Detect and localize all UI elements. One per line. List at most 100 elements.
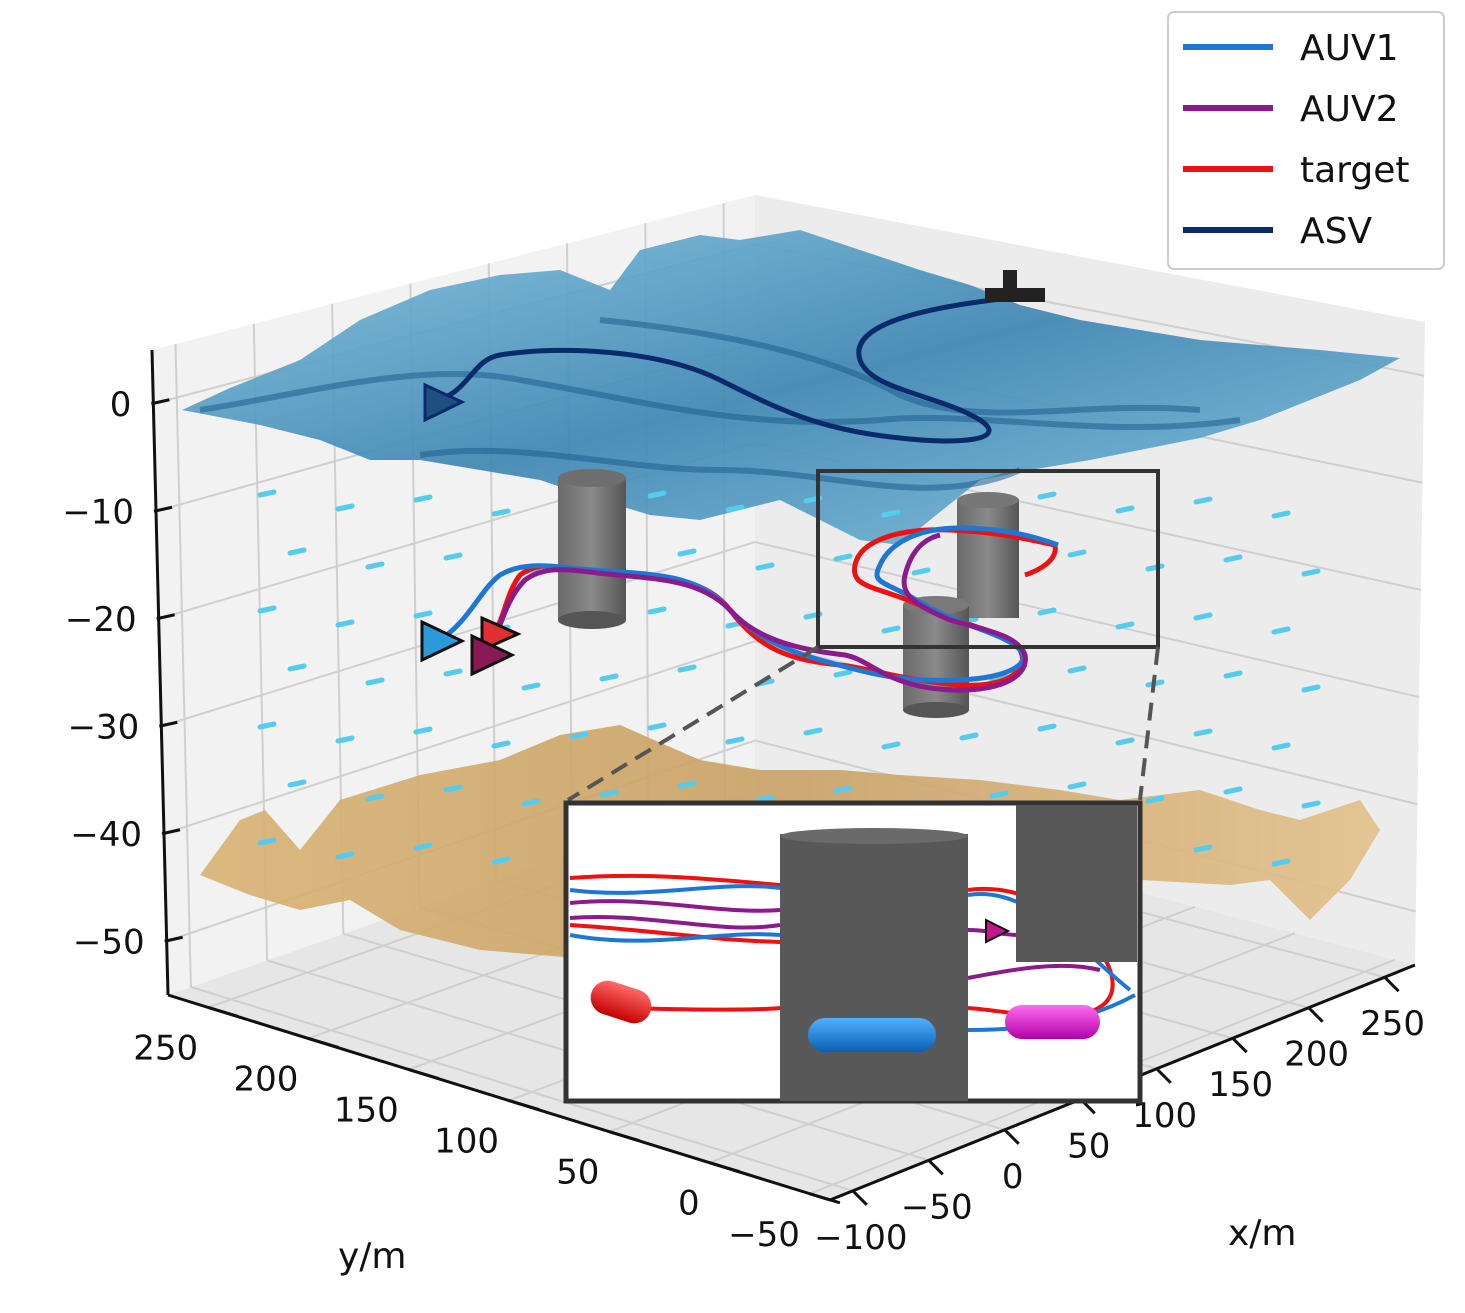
legend-label-target: target xyxy=(1300,150,1409,191)
surface-ridges xyxy=(199,317,1241,491)
grid-z-left-3 xyxy=(161,541,756,728)
inset-auv2-path xyxy=(569,899,1101,980)
current-arrow-54 xyxy=(1223,670,1243,679)
x-tick-6 xyxy=(1307,1006,1324,1023)
current-arrow-80 xyxy=(1067,781,1087,790)
y-tick-0 xyxy=(207,1005,239,1018)
y-tick-3 xyxy=(508,1099,540,1112)
z-tick-label-5: −50 xyxy=(73,922,145,962)
x-tick-label-0: −100 xyxy=(814,1218,907,1258)
current-arrow-8 xyxy=(881,509,901,518)
current-arrow-62 xyxy=(725,736,745,745)
current-arrow-39 xyxy=(1115,621,1135,630)
y-tick-1 xyxy=(307,1037,339,1049)
zoom-connector-left xyxy=(566,645,820,802)
auv1-start-marker xyxy=(420,619,466,663)
z-tick-label-2: −20 xyxy=(65,600,137,640)
z-tick-2 xyxy=(156,613,175,621)
current-arrow-12 xyxy=(1193,496,1213,505)
legend-label-asv: ASV xyxy=(1300,211,1372,252)
current-arrow-38 xyxy=(1037,607,1057,616)
ocean-surface xyxy=(182,230,1400,545)
x-tick-7 xyxy=(1383,976,1400,993)
current-arrow-5 xyxy=(647,490,667,499)
z-tick-3 xyxy=(159,720,178,728)
current-arrow-19 xyxy=(677,548,697,557)
x-tick-label-2: 0 xyxy=(1002,1157,1024,1197)
series-asv-path xyxy=(429,295,1011,444)
current-arrow-36 xyxy=(881,625,901,634)
z-tick-label-3: −30 xyxy=(68,707,140,747)
x-tick-4 xyxy=(1155,1067,1172,1084)
current-arrow-29 xyxy=(335,619,355,628)
current-arrow-22 xyxy=(911,567,931,576)
current-arrow-75 xyxy=(677,780,697,789)
zoom-region-box xyxy=(816,469,1160,649)
current-arrow-20 xyxy=(755,562,775,571)
current-arrow-58 xyxy=(413,726,433,735)
current-arrow-72 xyxy=(443,784,463,793)
obstacle-cylinder-1 xyxy=(558,469,626,629)
y-tick-4 xyxy=(608,1130,640,1143)
current-arrow-15 xyxy=(365,561,385,570)
x-tick-0 xyxy=(851,1189,868,1206)
inset-target-path xyxy=(569,873,1115,1019)
current-arrow-65 xyxy=(959,732,979,741)
grid-z-right-3 xyxy=(754,541,1420,699)
obstacle-cylinder-2 xyxy=(957,492,1019,618)
current-arrow-67 xyxy=(1115,737,1135,746)
current-arrow-86 xyxy=(413,842,433,851)
y-tick-6 xyxy=(809,1192,841,1205)
z-tick-4 xyxy=(161,828,181,836)
current-arrow-11 xyxy=(1115,505,1135,514)
current-arrow-52 xyxy=(1067,665,1087,674)
y-tick-label-2: 150 xyxy=(334,1091,399,1131)
current-arrow-56 xyxy=(257,721,277,730)
grid-x-floor-0 xyxy=(190,986,854,1192)
current-arrow-45 xyxy=(521,682,541,691)
current-arrow-63 xyxy=(803,727,823,736)
current-arrow-2 xyxy=(413,494,433,503)
z-tick-1 xyxy=(153,505,173,513)
inset-obstacle-1 xyxy=(780,834,968,1101)
current-arrow-49 xyxy=(833,669,853,678)
current-arrow-42 xyxy=(287,663,307,672)
current-arrow-14 xyxy=(287,547,307,556)
inset-auv1-body xyxy=(808,1018,936,1052)
x-tick-label-3: 50 xyxy=(1067,1126,1110,1166)
current-arrow-47 xyxy=(677,664,697,673)
inset-obstacle-2 xyxy=(1016,805,1137,962)
current-arrow-10 xyxy=(1037,491,1057,500)
x-tick-2 xyxy=(1003,1128,1020,1145)
current-arrow-30 xyxy=(413,610,433,619)
current-arrow-77 xyxy=(833,785,853,794)
current-arrow-1 xyxy=(335,503,355,512)
y-tick-5 xyxy=(709,1161,741,1174)
current-arrow-68 xyxy=(1193,728,1213,737)
current-arrow-85 xyxy=(335,851,355,860)
x-tick-5 xyxy=(1231,1037,1248,1054)
current-arrow-55 xyxy=(1301,684,1321,693)
current-arrow-59 xyxy=(491,740,511,749)
y-tick-label-3: 100 xyxy=(434,1122,499,1162)
current-arrow-0 xyxy=(257,489,277,498)
current-arrow-33 xyxy=(647,606,667,615)
y-tick-label-0: 250 xyxy=(133,1028,198,1068)
auv2-start-marker xyxy=(470,633,516,677)
y-tick-label-6: −50 xyxy=(728,1215,800,1255)
z-tick-label-0: 0 xyxy=(110,385,132,425)
legend: AUV1 AUV2 target ASV xyxy=(1167,11,1445,270)
current-arrow-82 xyxy=(1223,786,1243,795)
zoom-connector-right xyxy=(1138,646,1160,801)
current-arrow-79 xyxy=(989,790,1009,799)
current-arrow-28 xyxy=(257,605,277,614)
current-arrow-3 xyxy=(491,508,511,517)
current-arrow-46 xyxy=(599,673,619,682)
y-tick-2 xyxy=(408,1068,440,1080)
y-tick-label-4: 50 xyxy=(556,1153,599,1193)
current-arrow-87 xyxy=(491,856,511,865)
z-tick-5 xyxy=(164,935,183,943)
y-tick-label-1: 200 xyxy=(234,1059,299,1099)
